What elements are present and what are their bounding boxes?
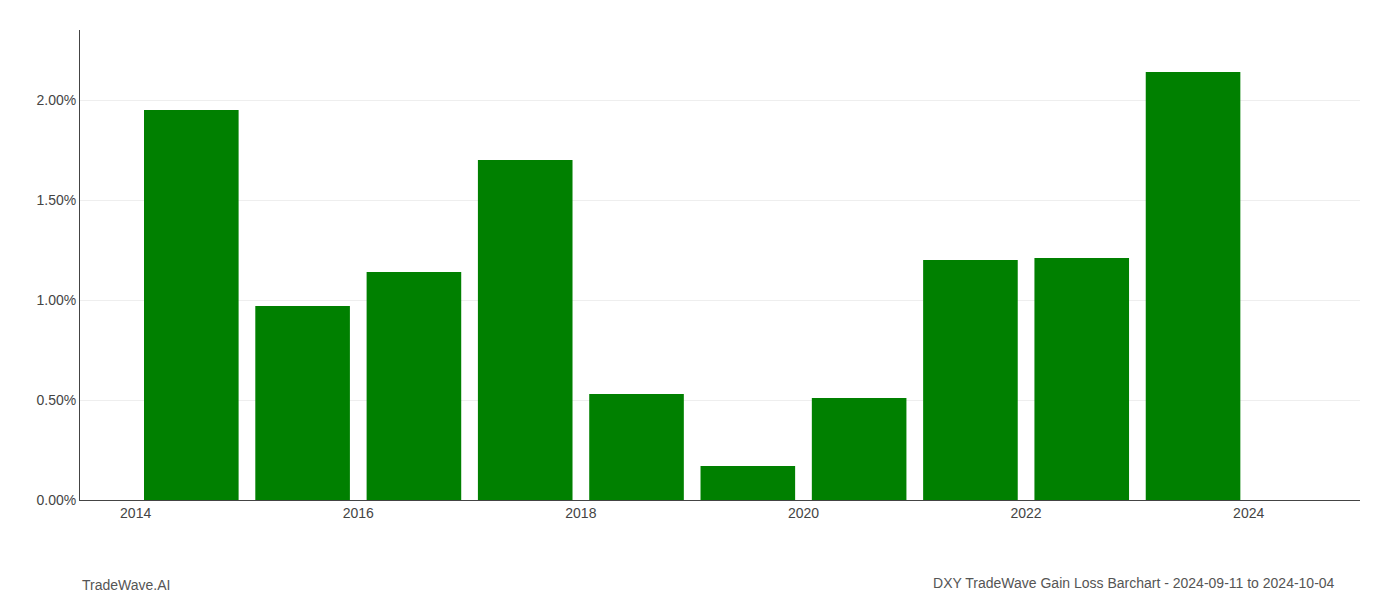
svg-text:2024: 2024 [1233,505,1264,521]
svg-text:0.50%: 0.50% [36,392,76,408]
svg-text:2022: 2022 [1011,505,1042,521]
svg-text:0.00%: 0.00% [36,492,76,508]
svg-text:TradeWave.AI: TradeWave.AI [82,577,170,593]
svg-text:2.00%: 2.00% [36,92,76,108]
svg-text:1.50%: 1.50% [36,192,76,208]
svg-text:2018: 2018 [565,505,596,521]
svg-text:2014: 2014 [120,505,151,521]
svg-text:2020: 2020 [788,505,819,521]
svg-text:DXY TradeWave Gain Loss Barcha: DXY TradeWave Gain Loss Barchart - 2024-… [933,575,1335,591]
svg-text:2016: 2016 [343,505,374,521]
svg-text:1.00%: 1.00% [36,292,76,308]
